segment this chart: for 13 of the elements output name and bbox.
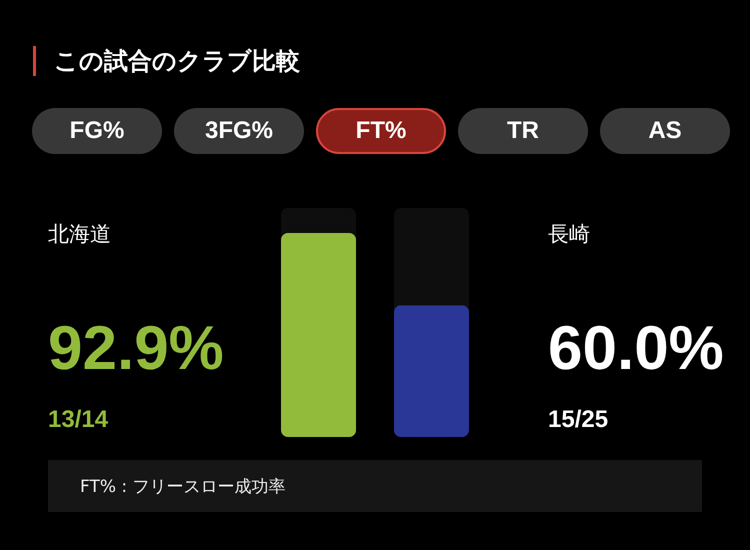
- chart-title: この試合のクラブ比較: [33, 46, 300, 76]
- x-tick-label: 北海道: [48, 222, 111, 246]
- text: 3FG%: [174, 108, 304, 154]
- text: TR: [458, 108, 588, 154]
- text: FT%: [316, 108, 446, 154]
- annotation: 92.9%: [48, 314, 224, 383]
- text: FT% : フリースロー成功率: [48, 460, 702, 512]
- text: FG%: [32, 108, 162, 154]
- x-tick-label: 長崎: [548, 222, 590, 246]
- annotation: 13/14: [48, 406, 109, 433]
- text: AS: [600, 108, 730, 154]
- annotation: 15/25: [548, 406, 608, 433]
- annotation: 60.0%: [548, 314, 724, 383]
